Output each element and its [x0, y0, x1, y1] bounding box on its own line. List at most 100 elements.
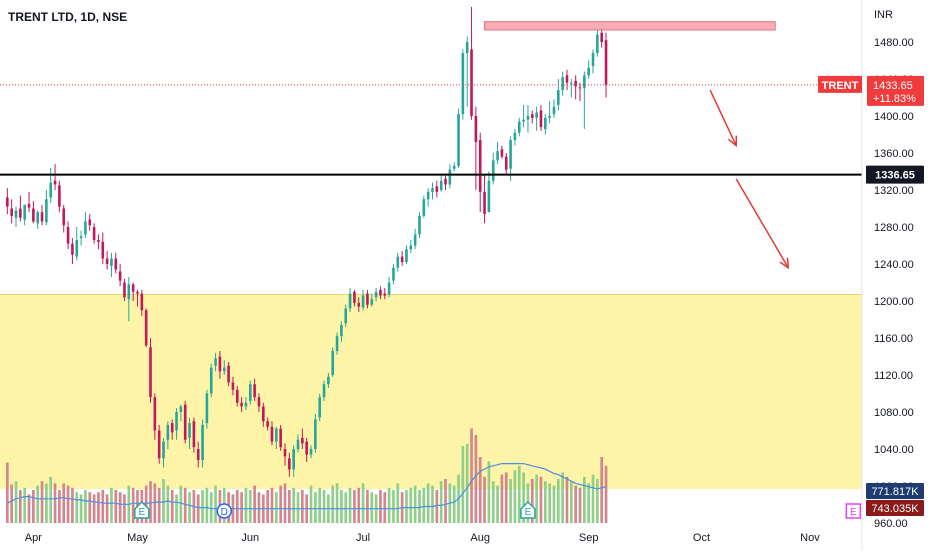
volume-bar	[183, 487, 187, 523]
volume-bar	[66, 485, 70, 523]
candle-up	[583, 75, 586, 89]
horizontal-line-label: 1336.65	[875, 170, 915, 182]
candle-down	[101, 241, 105, 259]
volume-bar	[483, 476, 486, 523]
y-tick-label: 1280.00	[874, 222, 914, 234]
volume-bar	[522, 472, 525, 523]
volume-bar	[309, 485, 313, 523]
candle-up	[335, 336, 339, 351]
y-tick-label: 1160.00	[874, 333, 913, 345]
volume-bar	[58, 490, 61, 523]
volume-bar	[88, 492, 92, 523]
volume-bar	[283, 483, 287, 523]
y-tick-label: 1120.00	[874, 370, 913, 382]
candle-down	[53, 180, 57, 185]
volume-bar	[14, 481, 18, 523]
candle-down	[353, 291, 356, 303]
candle-down	[218, 356, 222, 372]
candle-up	[209, 367, 213, 394]
last-price-value: 1433.65	[873, 80, 913, 92]
candle-down	[149, 347, 152, 398]
volume-bar	[530, 479, 534, 523]
candle-down	[123, 282, 126, 298]
last-price-badge	[867, 75, 924, 106]
candle-up	[162, 441, 165, 459]
candle-down	[383, 293, 387, 296]
candle-up	[387, 282, 391, 295]
volume-bar	[36, 485, 40, 523]
event-marker-label: D	[221, 507, 228, 518]
candle-up	[309, 449, 313, 455]
volume-bar	[279, 485, 283, 523]
volume-bar	[149, 481, 152, 523]
candle-up	[465, 42, 469, 54]
y-tick-label: 960.00	[874, 518, 908, 530]
candle-down	[253, 384, 256, 398]
candle-up	[426, 191, 430, 200]
volume-bar	[157, 487, 161, 523]
volume-bar	[600, 457, 604, 523]
volume-bar	[49, 476, 53, 523]
symbol-badge-label: TRENT	[822, 80, 859, 92]
candle-up	[570, 82, 573, 84]
candle-down	[157, 430, 161, 459]
volume-bar	[383, 492, 387, 523]
volume-bar	[474, 435, 478, 523]
x-tick-label: Oct	[693, 532, 710, 544]
candle-down	[10, 208, 13, 216]
candle-up	[596, 34, 599, 54]
candle-down	[366, 293, 369, 305]
candle-down	[444, 178, 447, 185]
volume-bar	[118, 492, 122, 523]
candle-up	[348, 293, 352, 309]
volume-ma-badge	[866, 483, 924, 499]
candle-up	[45, 199, 48, 223]
candle-up	[557, 90, 560, 105]
candle-up	[275, 428, 278, 442]
candle-down	[136, 291, 139, 294]
candle-down	[71, 243, 74, 255]
candle-down	[183, 404, 187, 440]
y-tick-label: 1360.00	[874, 148, 914, 160]
volume-bar	[496, 485, 499, 523]
volume-bar	[240, 492, 243, 523]
volume-bar	[123, 494, 126, 523]
trend-arrow-1	[709, 89, 737, 146]
candle-up	[175, 412, 178, 431]
volume-bar	[19, 490, 22, 523]
candle-down	[288, 458, 291, 470]
volume-bar	[504, 472, 508, 523]
x-tick-label: Aug	[470, 532, 490, 544]
candle-up	[296, 439, 300, 449]
candle-up	[179, 406, 183, 412]
candle-up	[222, 367, 226, 372]
candle-up	[314, 419, 317, 449]
candle-down	[500, 149, 504, 157]
candle-down	[600, 32, 603, 42]
volume-bar	[379, 490, 382, 523]
volume-bar	[340, 490, 343, 523]
volume-bar	[92, 494, 96, 523]
volume-bar	[439, 481, 443, 523]
volume-bar	[23, 487, 27, 523]
candle-down	[470, 49, 473, 116]
dividend-marker	[216, 503, 233, 519]
x-tick-label: May	[127, 532, 148, 544]
volume-bar	[574, 485, 578, 523]
volume-bar	[71, 487, 74, 523]
volume-bar	[175, 494, 178, 523]
volume-label: 743.035K	[871, 503, 919, 515]
candle-up	[327, 376, 330, 385]
candle-down	[32, 208, 35, 222]
volume-bar	[392, 490, 395, 523]
event-marker-label: E	[138, 507, 145, 518]
volume-bar	[287, 490, 291, 523]
candle-up	[201, 424, 204, 461]
volume-bar	[370, 492, 374, 523]
volume-bar	[40, 481, 44, 523]
candle-up	[439, 180, 443, 190]
volume-bar	[548, 483, 551, 523]
candle-up	[548, 116, 551, 118]
